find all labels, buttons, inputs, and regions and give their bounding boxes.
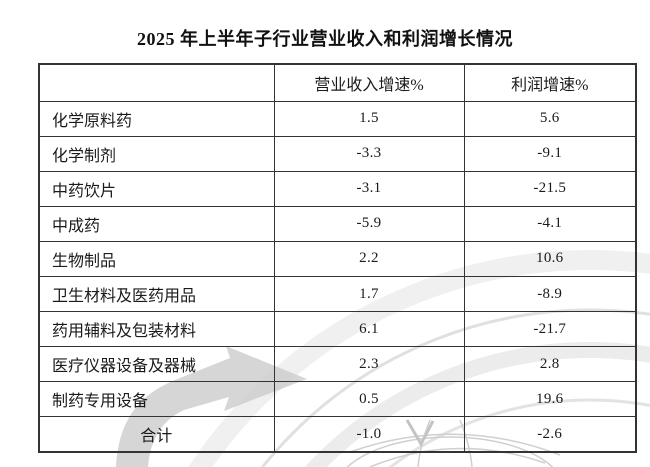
- column-header-profit-growth: 利润增速%: [463, 63, 637, 102]
- profit-growth-cell: -21.5: [463, 170, 637, 207]
- industry-growth-table: 营业收入增速% 利润增速% 化学原料药 1.5 5.6 化学制剂 -3.3 -9.1 中药饮…: [38, 63, 637, 453]
- row-label-cell: 化学原料药: [38, 100, 275, 137]
- table-row: 合计 -1.0 -2.6: [38, 416, 637, 453]
- row-label-cell: 卫生材料及医药用品: [38, 275, 275, 313]
- row-label-cell: 药用辅料及包装材料: [38, 311, 275, 348]
- profit-growth-cell: 5.6: [463, 100, 637, 137]
- column-header-revenue-growth: 营业收入增速%: [273, 63, 465, 102]
- table-row: 卫生材料及医药用品 1.7 -8.9: [38, 275, 637, 313]
- revenue-growth-cell: -5.9: [273, 205, 465, 242]
- profit-growth-cell: -8.9: [463, 275, 637, 313]
- revenue-growth-cell: -1.0: [273, 416, 465, 453]
- table-header-row: 营业收入增速% 利润增速%: [38, 63, 637, 102]
- revenue-growth-cell: -3.1: [273, 170, 465, 207]
- row-label-cell: 中成药: [38, 205, 275, 242]
- row-label-cell: 中药饮片: [38, 170, 275, 207]
- row-label-cell: 合计: [38, 416, 275, 453]
- row-label-cell: 化学制剂: [38, 135, 275, 172]
- table-row: 中成药 -5.9 -4.1: [38, 205, 637, 242]
- table-row: 药用辅料及包装材料 6.1 -21.7: [38, 311, 637, 348]
- profit-growth-cell: 10.6: [463, 240, 637, 277]
- revenue-growth-cell: 0.5: [273, 381, 465, 418]
- profit-growth-cell: 19.6: [463, 381, 637, 418]
- profit-growth-cell: -9.1: [463, 135, 637, 172]
- profit-growth-cell: -2.6: [463, 416, 637, 453]
- column-header-industry: [38, 63, 275, 102]
- revenue-growth-cell: 2.3: [273, 346, 465, 383]
- revenue-growth-cell: 1.5: [273, 100, 465, 137]
- row-label-cell: 生物制品: [38, 240, 275, 277]
- revenue-growth-cell: 2.2: [273, 240, 465, 277]
- page-title: 2025 年上半年子行业营业收入和利润增长情况: [137, 29, 513, 49]
- revenue-growth-cell: 6.1: [273, 311, 465, 348]
- table-row: 生物制品 2.2 10.6: [38, 240, 637, 277]
- revenue-growth-cell: 1.7: [273, 275, 465, 313]
- profit-growth-cell: 2.8: [463, 346, 637, 383]
- table-row: 医疗仪器设备及器械 2.3 2.8: [38, 346, 637, 383]
- profit-growth-cell: -21.7: [463, 311, 637, 348]
- row-label-cell: 医疗仪器设备及器械: [38, 346, 275, 383]
- table-body: 化学原料药 1.5 5.6 化学制剂 -3.3 -9.1 中药饮片 -3.1 -21.5 中成药 -…: [38, 100, 637, 453]
- table-row: 化学制剂 -3.3 -9.1: [38, 135, 637, 172]
- row-label-cell: 制药专用设备: [38, 381, 275, 418]
- revenue-growth-cell: -3.3: [273, 135, 465, 172]
- profit-growth-cell: -4.1: [463, 205, 637, 242]
- table-row: 制药专用设备 0.5 19.6: [38, 381, 637, 418]
- table-row: 化学原料药 1.5 5.6: [38, 100, 637, 137]
- table-row: 中药饮片 -3.1 -21.5: [38, 170, 637, 207]
